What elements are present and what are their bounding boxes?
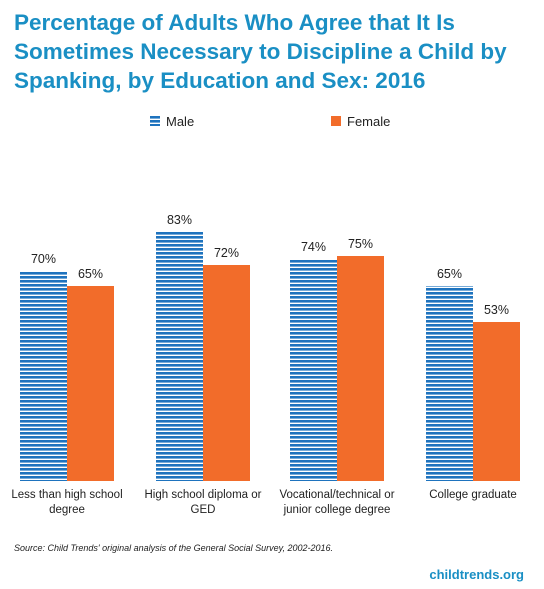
value-label-male-4: 65%: [437, 267, 462, 281]
value-label-female-3: 75%: [348, 237, 373, 251]
legend-label-female: Female: [347, 114, 390, 129]
bar-male-2: [156, 232, 203, 481]
legend-swatch-female: [331, 116, 341, 126]
bar-female-4: [473, 322, 520, 481]
category-label-2: High school diploma or GED: [145, 489, 262, 516]
bar-male-1: [20, 271, 67, 481]
legend-swatch-male: [150, 116, 160, 126]
value-label-male-3: 74%: [301, 240, 326, 254]
source-note: Source: Child Trends' original analysis …: [14, 543, 334, 553]
chart-title: Percentage of Adults Who Agree that It I…: [14, 10, 507, 93]
bar-male-4: [426, 286, 473, 481]
category-label-3: Vocational/technical or junior college de…: [279, 489, 394, 516]
legend-label-male: Male: [166, 114, 194, 129]
brand-link[interactable]: childtrends.org: [429, 567, 524, 582]
plot-area: 70% 65% Less than high school degree 83% 72% H…: [11, 213, 520, 516]
bar-male-3: [290, 259, 337, 481]
legend: Male Female: [150, 114, 390, 129]
category-label-1: Less than high school degree: [11, 489, 122, 516]
value-label-female-2: 72%: [214, 246, 239, 260]
category-label-line: junior college degree: [283, 504, 391, 516]
category-label-line: College graduate: [429, 489, 517, 501]
bar-female-3: [337, 256, 384, 481]
category-label-4: College graduate: [429, 489, 517, 501]
category-label-line: Less than high school: [11, 489, 122, 501]
bar-female-2: [203, 265, 250, 481]
category-label-line: degree: [49, 504, 85, 516]
value-label-male-1: 70%: [31, 252, 56, 266]
value-label-male-2: 83%: [167, 213, 192, 227]
category-label-line: High school diploma or: [145, 489, 262, 501]
value-label-female-1: 65%: [78, 267, 103, 281]
category-label-line: GED: [191, 504, 216, 516]
bar-female-1: [67, 286, 114, 481]
category-label-line: Vocational/technical or: [279, 489, 394, 501]
value-label-female-4: 53%: [484, 303, 509, 317]
